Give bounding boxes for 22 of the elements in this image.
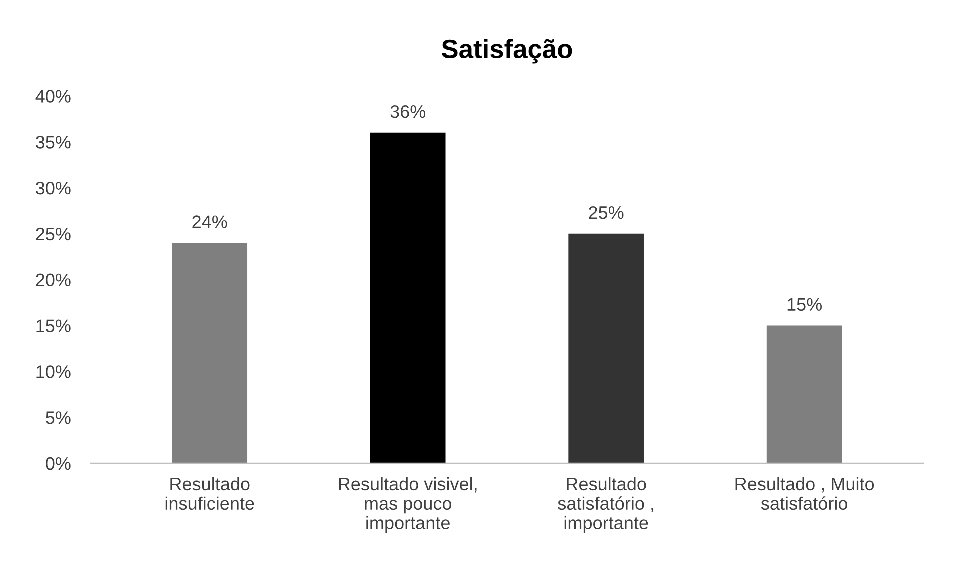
- bar: [766, 326, 842, 464]
- y-tick-label: 30%: [36, 182, 71, 195]
- chart-title: Satisfação: [442, 39, 572, 64]
- data-label: 15%: [788, 298, 822, 312]
- y-tick-label: 20%: [36, 274, 71, 287]
- y-tick-label: 0%: [46, 457, 71, 470]
- y-tick-label: 10%: [36, 366, 71, 378]
- x-tick-label: Resultado insuficiente: [166, 477, 254, 510]
- data-label: 25%: [589, 206, 624, 220]
- x-tick-label: Resultado satisfatório , importante: [558, 477, 654, 534]
- x-tick-label: Resultado , Muito satisfatório: [736, 477, 874, 510]
- x-tick-label: Resultado visivel, mas pouco importante: [339, 477, 477, 534]
- y-tick-label: 40%: [36, 90, 71, 103]
- bar: [568, 234, 644, 464]
- y-tick-label: 15%: [36, 320, 71, 332]
- bar: [370, 132, 446, 464]
- y-tick-label: 5%: [46, 412, 71, 424]
- data-label: 36%: [390, 105, 426, 118]
- bar: [172, 243, 248, 464]
- data-label: 24%: [192, 216, 228, 228]
- y-tick-label: 25%: [36, 228, 71, 241]
- y-tick-label: 35%: [36, 136, 71, 149]
